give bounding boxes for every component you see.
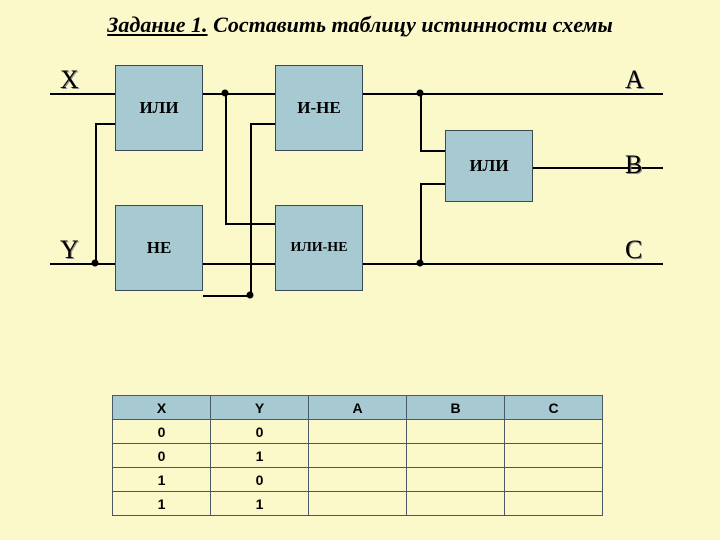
junction-dot [222,90,229,97]
table-header: Y [211,396,309,420]
task-number: Задание 1. [107,12,207,37]
table-cell: 0 [113,444,211,468]
wire [420,93,422,150]
table-row: 11 [113,492,603,516]
table-row: 00 [113,420,603,444]
gate-or1: ИЛИ [115,65,203,151]
output-label-a: A [625,65,644,95]
logic-diagram: ИЛИ НЕ И-НЕ ИЛИ-НЕ ИЛИ X Y A B C [0,55,720,340]
task-text: Составить таблицу истинности схемы [208,12,613,37]
junction-dot [417,260,424,267]
wire [420,183,445,185]
table-cell [309,420,407,444]
table-cell [505,468,603,492]
table-cell [505,444,603,468]
table-cell: 1 [113,492,211,516]
table-cell: 0 [211,468,309,492]
wire [250,123,275,125]
table-cell: 0 [113,420,211,444]
table-cell: 1 [211,492,309,516]
table-cell [407,444,505,468]
table-row: 10 [113,468,603,492]
table-cell [309,444,407,468]
input-label-x: X [60,65,79,95]
truth-table: XYABC00011011 [112,395,603,516]
junction-dot [417,90,424,97]
wire [363,263,663,265]
junction-dot [247,292,254,299]
table-header: B [407,396,505,420]
table-header: C [505,396,603,420]
table-header: A [309,396,407,420]
table-cell [505,492,603,516]
page-title: Задание 1. Составить таблицу истинности … [0,0,720,38]
wire [420,183,422,263]
output-label-b: B [625,150,642,180]
table-row: 01 [113,444,603,468]
table-cell: 1 [113,468,211,492]
wire [203,295,251,297]
wire [203,263,275,265]
table-cell [309,468,407,492]
wire [225,93,227,223]
wire [420,150,445,152]
gate-nor1: ИЛИ-НЕ [275,205,363,291]
wire [95,123,97,263]
output-label-c: C [625,235,642,265]
table-cell [407,492,505,516]
wire [203,93,275,95]
gate-not1: НЕ [115,205,203,291]
table-header: X [113,396,211,420]
table-cell [407,420,505,444]
table-cell [505,420,603,444]
gate-nand1: И-НЕ [275,65,363,151]
wire [363,93,663,95]
table-cell: 1 [211,444,309,468]
gate-or2: ИЛИ [445,130,533,202]
table-cell: 0 [211,420,309,444]
wire [250,123,252,295]
junction-dot [92,260,99,267]
table-cell [407,468,505,492]
input-label-y: Y [60,235,79,265]
wire [95,123,115,125]
wire [533,167,663,169]
table-cell [309,492,407,516]
